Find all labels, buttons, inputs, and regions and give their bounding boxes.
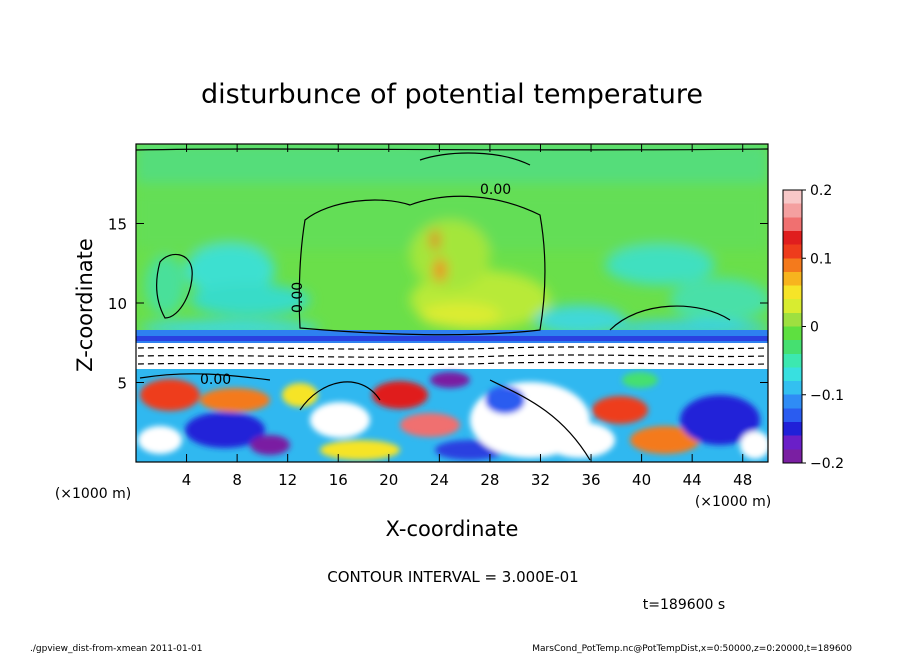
x-tick-label: 12 <box>278 471 297 489</box>
contour-dashed-2 <box>137 354 767 359</box>
x-tick-label: 36 <box>581 471 600 489</box>
y-axis-label: Z-coordinate <box>73 238 97 372</box>
x-tick-label: 28 <box>480 471 499 489</box>
contour-left <box>156 253 193 319</box>
contour-lower-3 <box>299 381 381 411</box>
contour-top-edge <box>136 148 768 151</box>
y-tick-label: 15 <box>108 216 127 234</box>
y-unit-label: (×1000 m) <box>55 486 131 502</box>
contour-interval: CONTOUR INTERVAL = 3.000E-01 <box>327 568 578 586</box>
contour-upper <box>298 195 546 336</box>
colorbar-tick-label: 0.2 <box>810 183 832 199</box>
lower-turbulence <box>138 372 768 460</box>
colorbar-ticks: 0.2 0.1 0 −0.1 −0.2 <box>802 183 844 472</box>
contour-lower-2 <box>489 379 591 461</box>
x-tick-label: 44 <box>683 471 702 489</box>
x-unit-label: (×1000 m) <box>695 494 771 510</box>
contour-label-2: 0.00 <box>290 282 306 313</box>
colorbar: 0.2 0.1 0 −0.1 −0.2 <box>782 183 844 472</box>
time-label: t=189600 s <box>643 597 725 613</box>
y-tick-label: 10 <box>108 295 127 313</box>
colorbar-tick-label: 0.1 <box>810 251 832 267</box>
colorbar-tick-label: −0.1 <box>810 388 844 404</box>
colorbar-tick-label: −0.2 <box>810 456 844 472</box>
contour-right <box>609 305 731 331</box>
contour-label-3: 0.00 <box>200 372 231 388</box>
footer-left: ./gpview_dist-from-xmean 2011-01-01 <box>30 644 202 654</box>
x-tick-label: 32 <box>531 471 550 489</box>
contour-top <box>419 152 531 166</box>
colorbar-fill <box>782 189 803 464</box>
contour-lines <box>136 148 768 461</box>
y-axis-ticks: 5 10 15 <box>108 216 768 393</box>
x-tick-label: 24 <box>430 471 449 489</box>
x-tick-label: 4 <box>182 471 192 489</box>
contour-dashed-1 <box>137 346 767 351</box>
chart-title: disturbunce of potential temperature <box>201 79 703 110</box>
x-axis-ticks: 4 8 12 16 20 24 28 32 36 40 44 48 <box>182 144 752 489</box>
x-tick-label: 8 <box>232 471 242 489</box>
x-tick-label: 40 <box>632 471 651 489</box>
x-axis-label: X-coordinate <box>386 517 519 541</box>
contour-dashed-3 <box>137 361 767 366</box>
y-tick-label: 5 <box>117 375 127 393</box>
contour-lower-1 <box>139 373 271 381</box>
x-tick-label: 20 <box>379 471 398 489</box>
contour-label-1: 0.00 <box>480 182 511 198</box>
footer-right: MarsCond_PotTemp.nc@PotTempDist,x=0:5000… <box>532 644 852 654</box>
x-tick-label: 48 <box>733 471 752 489</box>
colorbar-tick-label: 0 <box>810 320 819 336</box>
field-shading <box>136 144 768 336</box>
plot-area: 0.00 0.00 0.00 <box>136 144 768 462</box>
x-tick-label: 16 <box>329 471 348 489</box>
